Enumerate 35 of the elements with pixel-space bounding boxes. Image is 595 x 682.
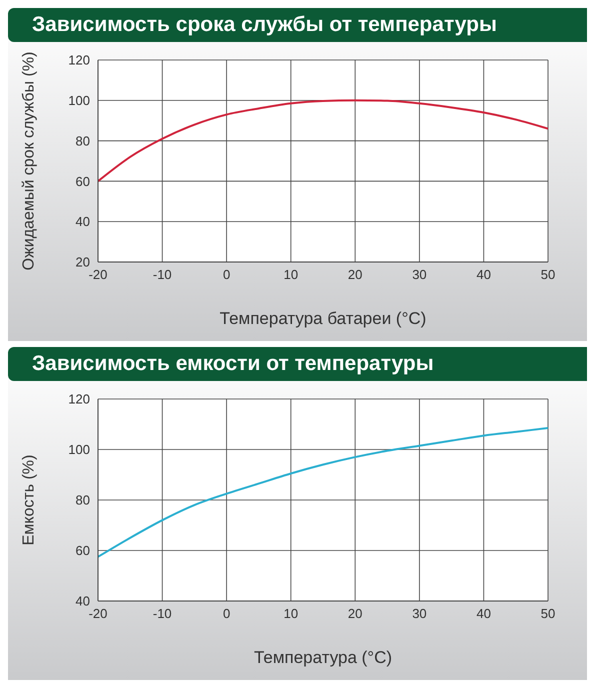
y-tick-label: 40 — [76, 594, 90, 609]
line-series — [98, 99, 548, 182]
chart-title: Зависимость срока службы от температуры — [8, 8, 587, 42]
x-tick-label: -10 — [152, 267, 172, 282]
x-tick-label: 10 — [284, 267, 298, 282]
y-tick-label: 40 — [76, 214, 90, 230]
x-tick-label: 0 — [222, 267, 230, 282]
chart-title: Зависимость емкости от температуры — [8, 347, 587, 381]
line-series — [98, 427, 548, 558]
x-tick-label: 10 — [284, 606, 298, 622]
x-tick-label: 50 — [540, 267, 556, 282]
x-axis-title: Температура (°C) — [254, 648, 392, 667]
y-tick-label: 120 — [68, 392, 90, 407]
y-tick-label: 20 — [76, 254, 90, 270]
y-tick-label: 80 — [76, 492, 90, 508]
x-tick-label: 30 — [412, 606, 427, 622]
y-tick-label: 80 — [76, 133, 90, 148]
x-tick-label: -20 — [88, 267, 108, 282]
y-axis-title: Емкость (%) — [20, 454, 38, 546]
y-tick-label: 60 — [76, 543, 90, 558]
x-tick-label: -20 — [88, 606, 108, 622]
x-tick-label: 0 — [222, 606, 230, 622]
x-axis-title: Температура батареи (°C) — [220, 309, 426, 328]
y-axis-title: Ожидаемый срок службы (%) — [20, 52, 38, 270]
y-tick-label: 100 — [68, 442, 90, 458]
x-tick-label: 40 — [476, 267, 491, 282]
y-tick-label: 120 — [68, 52, 90, 68]
y-tick-label: 100 — [68, 93, 90, 108]
x-tick-label: 50 — [540, 606, 556, 622]
x-tick-label: 20 — [348, 267, 362, 282]
x-tick-label: 30 — [412, 267, 427, 282]
x-tick-label: 20 — [348, 606, 362, 622]
x-tick-label: -10 — [152, 606, 172, 622]
x-tick-label: 40 — [476, 606, 491, 622]
y-tick-label: 60 — [76, 174, 90, 189]
